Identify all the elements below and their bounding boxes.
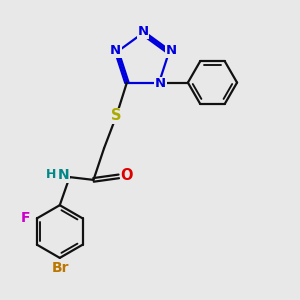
Text: N: N	[137, 26, 148, 38]
Text: N: N	[166, 44, 177, 57]
Text: H: H	[45, 169, 56, 182]
Text: O: O	[120, 168, 133, 183]
Text: S: S	[111, 109, 122, 124]
Text: N: N	[110, 44, 121, 57]
Text: Br: Br	[52, 261, 69, 275]
Text: F: F	[21, 211, 31, 225]
Text: N: N	[155, 77, 166, 91]
Text: N: N	[58, 168, 69, 182]
